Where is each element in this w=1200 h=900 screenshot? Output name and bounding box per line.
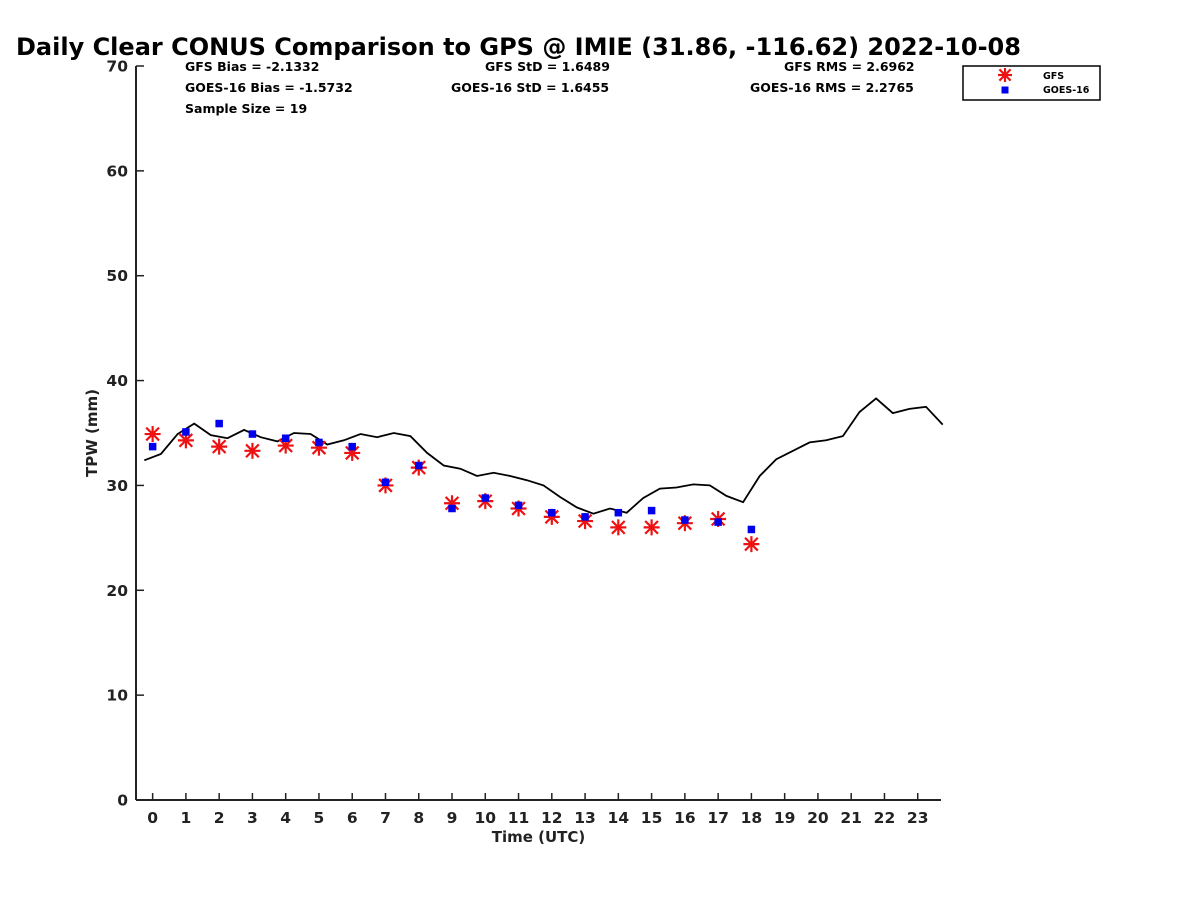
- x-tick-label: 15: [641, 809, 663, 827]
- y-axis-label: TPW (mm): [83, 389, 101, 477]
- goes-point: [614, 508, 623, 517]
- sample-size-stat: Sample Size = 19: [185, 101, 307, 116]
- goes-std-stat: GOES-16 StD = 1.6455: [451, 80, 609, 95]
- y-axis-ticks: 0 10 20 30 40 50 60 70: [106, 58, 144, 810]
- gfs-point: [211, 438, 228, 455]
- x-tick-label: 3: [247, 809, 258, 827]
- gfs-rms-stat: GFS RMS = 2.6962: [784, 59, 915, 74]
- plot-series: [143, 397, 944, 553]
- y-tick-label: 70: [106, 58, 128, 76]
- goes-point: [714, 518, 722, 526]
- goes-point: [281, 434, 290, 442]
- x-tick-label: 23: [907, 809, 929, 827]
- gfs-point: [610, 519, 627, 536]
- x-tick-label: 14: [608, 809, 630, 827]
- goes-point: [647, 506, 656, 515]
- y-tick-label: 20: [106, 582, 128, 600]
- x-tick-label: 2: [214, 809, 225, 827]
- legend-gfs-label: GFS: [1043, 71, 1064, 82]
- legend-goes-marker: [1001, 86, 1009, 94]
- x-tick-label: 7: [380, 809, 391, 827]
- goes-point: [448, 504, 456, 513]
- series-line: [143, 397, 944, 515]
- y-tick-label: 30: [106, 477, 128, 495]
- goes-point: [315, 438, 323, 447]
- goes-point: [481, 494, 490, 502]
- goes-point: [381, 478, 390, 487]
- axes: [135, 66, 941, 801]
- goes-point: [681, 516, 689, 524]
- x-tick-label: 18: [741, 809, 763, 827]
- gfs-bias-stat: GFS Bias = -2.1332: [185, 59, 319, 74]
- x-tick-label: 20: [807, 809, 829, 827]
- x-axis-label: Time (UTC): [492, 828, 586, 846]
- x-axis-ticks: 0 1 2 3 4 5 6 7 8 9 10 11 12 13 14 15 16 17 18 19 20 21 22 23: [147, 793, 929, 827]
- gfs-point: [643, 519, 660, 536]
- gfs-std-stat: GFS StD = 1.6489: [485, 59, 610, 74]
- gfs-point: [244, 442, 261, 459]
- x-tick-label: 10: [474, 809, 496, 827]
- y-tick-label: 50: [106, 267, 128, 285]
- y-tick-label: 0: [117, 792, 128, 810]
- stats-block: GFS Bias = -2.1332 GOES-16 Bias = -1.573…: [185, 59, 915, 116]
- gfs-point: [743, 536, 760, 553]
- x-tick-label: 9: [447, 809, 458, 827]
- x-tick-label: 19: [774, 809, 796, 827]
- legend-gfs-asterisk: [998, 68, 1012, 82]
- gfs-point: [577, 513, 594, 530]
- x-tick-label: 1: [180, 809, 191, 827]
- goes-rms-stat: GOES-16 RMS = 2.2765: [750, 80, 914, 95]
- x-tick-label: 16: [674, 809, 696, 827]
- goes-point: [248, 430, 257, 438]
- goes-point: [148, 442, 157, 451]
- x-tick-label: 4: [280, 809, 291, 827]
- x-tick-label: 13: [574, 809, 596, 827]
- x-tick-label: 11: [508, 809, 530, 827]
- y-tick-label: 10: [106, 687, 128, 705]
- x-tick-label: 21: [840, 809, 862, 827]
- gfs-point: [310, 439, 327, 456]
- x-tick-label: 12: [541, 809, 563, 827]
- goes-point: [414, 461, 423, 470]
- goes-point: [514, 501, 523, 510]
- goes-point: [747, 525, 756, 534]
- x-tick-label: 17: [707, 809, 729, 827]
- legend-goes-square: [1001, 86, 1009, 94]
- legend-box: [962, 65, 1101, 101]
- y-tick-label: 40: [106, 372, 128, 390]
- goes-point: [182, 428, 190, 436]
- y-tick-label: 60: [106, 162, 128, 180]
- chart-title: Daily Clear CONUS Comparison to GPS @ IM…: [16, 33, 1021, 61]
- goes-bias-stat: GOES-16 Bias = -1.5732: [185, 80, 353, 95]
- x-tick-label: 5: [314, 809, 325, 827]
- gfs-point: [144, 426, 161, 443]
- legend-gfs-marker: [998, 68, 1012, 82]
- goes-point: [548, 508, 556, 517]
- goes-point: [215, 419, 223, 428]
- x-tick-label: 22: [874, 809, 896, 827]
- goes-point: [348, 442, 356, 451]
- legend: GFS GOES-16: [962, 65, 1101, 101]
- goes-point: [581, 513, 589, 521]
- legend-goes-label: GOES-16: [1043, 85, 1090, 96]
- x-tick-label: 8: [413, 809, 424, 827]
- x-tick-label: 6: [347, 809, 358, 827]
- x-tick-label: 0: [147, 809, 158, 827]
